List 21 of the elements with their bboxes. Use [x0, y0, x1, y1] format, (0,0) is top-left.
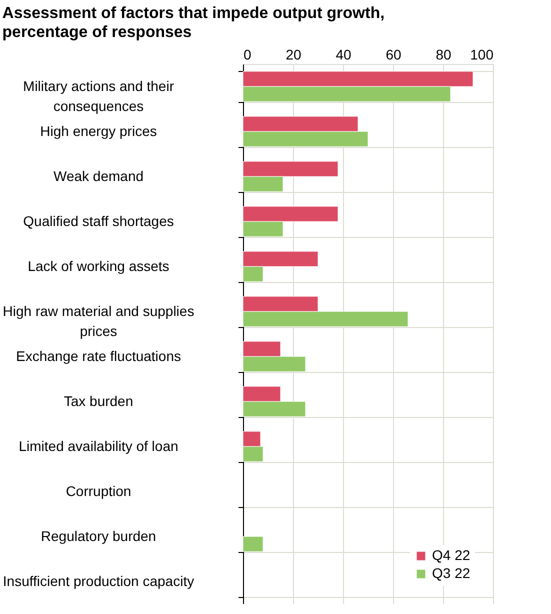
- x-tick-label: 40: [336, 46, 352, 62]
- legend-label: Q3 22: [432, 565, 470, 581]
- x-tick-label: 100: [470, 46, 494, 62]
- x-tick-label: 20: [286, 46, 302, 62]
- y-tick-label: Limited availability of loan: [18, 438, 178, 454]
- y-tick-label: Corruption: [66, 483, 132, 499]
- y-tick-label: High energy prices: [40, 123, 157, 139]
- y-tick-label: Exchange rate fluctuations: [16, 348, 181, 364]
- y-tick-label: Regulatory burden: [40, 528, 156, 544]
- y-tick-label: Lack of working assets: [28, 258, 170, 274]
- y-tick-label: Insufficient production capacity: [2, 573, 194, 589]
- x-tick-label: 0: [244, 46, 252, 62]
- y-tick-label: Weak demand: [53, 168, 144, 184]
- y-tick-label: High raw material and supplies prices: [2, 303, 194, 339]
- x-tick-label: 60: [386, 46, 402, 62]
- y-tick-label: Tax burden: [64, 393, 134, 409]
- y-tick-label: Military actions and their consequences: [23, 78, 174, 114]
- legend-label: Q4 22: [432, 547, 470, 563]
- x-tick-label: 80: [436, 46, 452, 62]
- chart-title: Assessment of factors that impede output growth, percentage of responses: [2, 5, 385, 41]
- y-tick-label: Qualified staff shortages: [23, 213, 174, 229]
